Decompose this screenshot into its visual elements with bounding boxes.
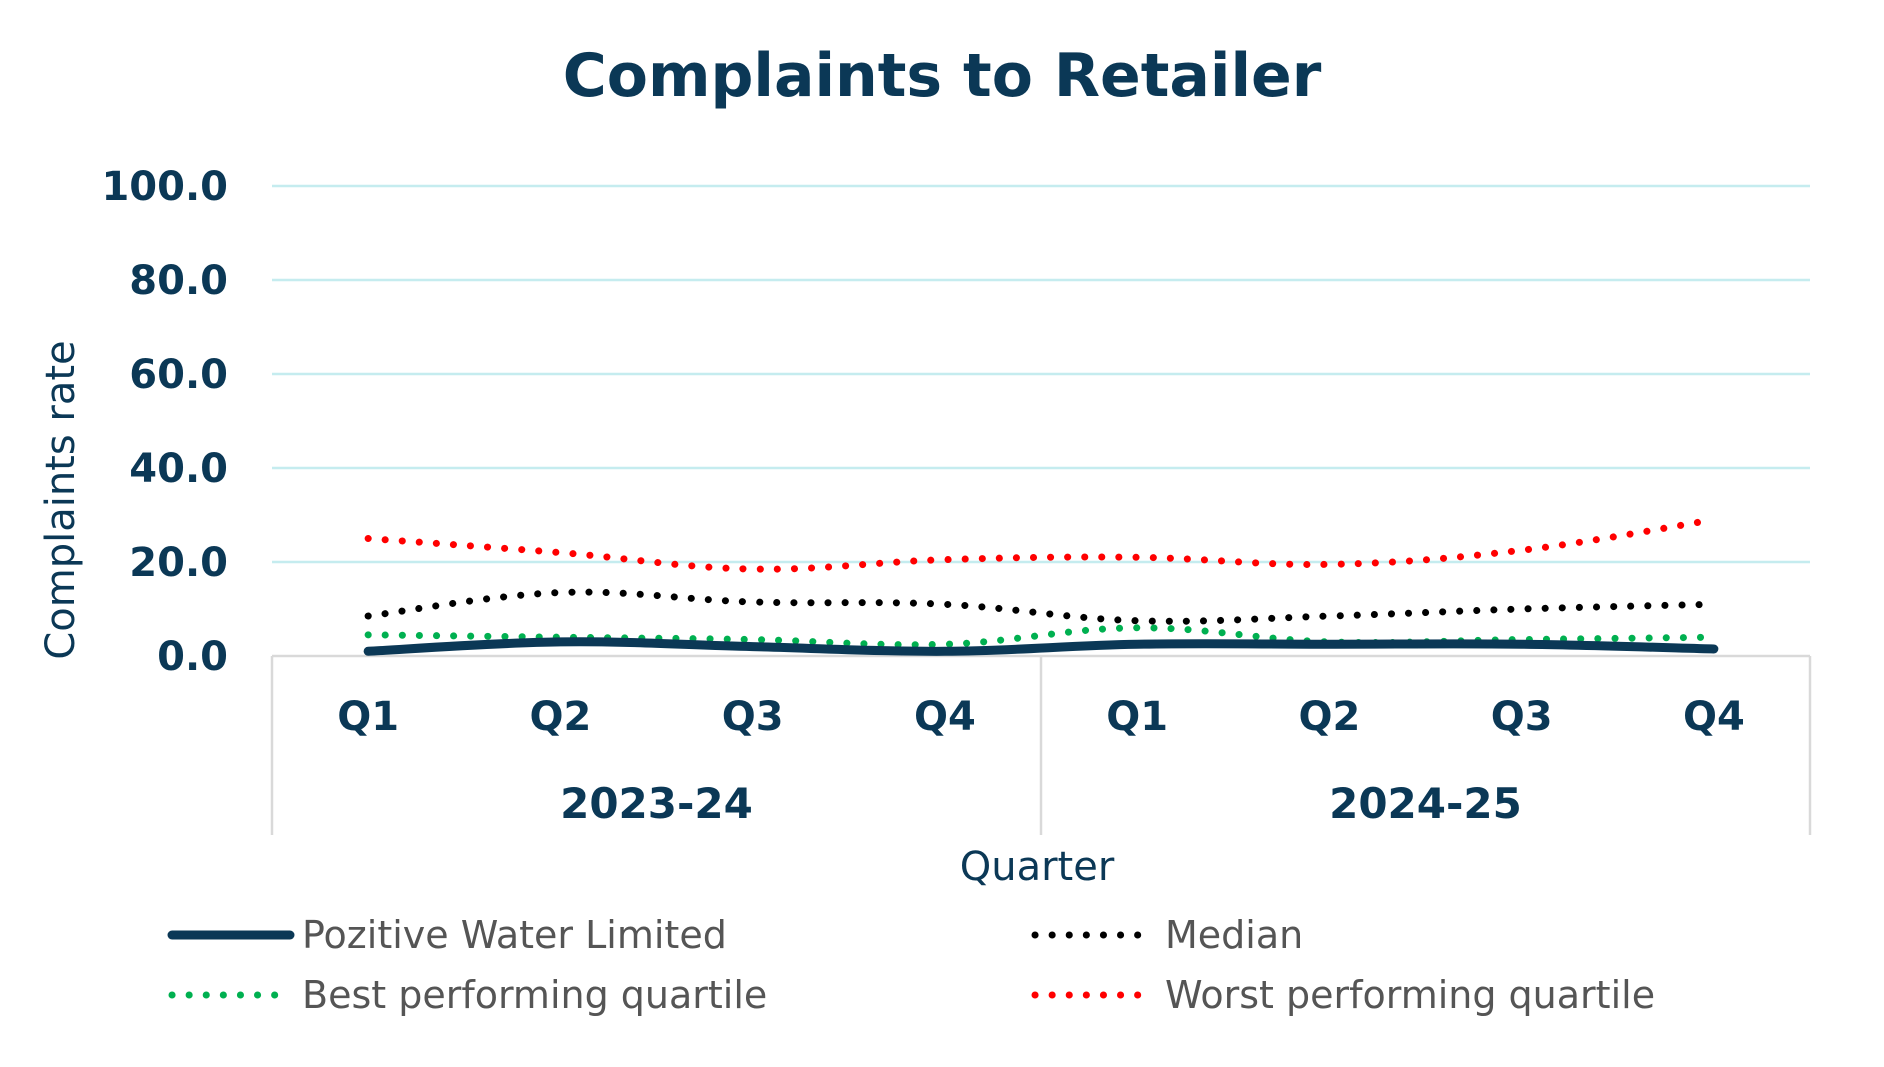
x-tick-label: Q3 — [1491, 694, 1553, 740]
x-tick-label: Q3 — [722, 694, 784, 740]
series-line-median — [364, 588, 1718, 625]
x-axis: Q1 Q2 Q3 Q4 Q1 Q2 Q3 Q4 2023-24 2024-25 — [270, 654, 1812, 835]
series-line-worst-performing-quartile — [364, 516, 1718, 573]
x-tick-label: Q1 — [1106, 694, 1168, 740]
x-axis-label: Quarter — [960, 844, 1115, 890]
x-tick-label: Q4 — [914, 694, 976, 740]
legend-item: Pozitive Water Limited — [167, 913, 727, 957]
y-tick-label: 20.0 — [129, 540, 228, 586]
x-tick-label: Q2 — [529, 694, 591, 740]
gridlines — [272, 184, 1810, 564]
y-tick-label: 100.0 — [101, 164, 228, 210]
x-group-label: 2023-24 — [560, 779, 753, 828]
x-group-label: 2024-25 — [1329, 779, 1522, 828]
y-tick-label: 40.0 — [129, 446, 228, 492]
y-tick-label: 0.0 — [157, 634, 228, 680]
legend: Pozitive Water Limited Median Best perform… — [167, 913, 1655, 1017]
y-axis-label: Complaints rate — [38, 340, 84, 659]
x-tick-label: Q2 — [1298, 694, 1360, 740]
legend-item: Median — [1031, 913, 1303, 957]
series-layer — [363, 516, 1719, 656]
legend-label: Median — [1165, 913, 1303, 957]
chart-title: Complaints to Retailer — [563, 41, 1322, 111]
x-tick-label: Q4 — [1683, 694, 1745, 740]
legend-item: Best performing quartile — [168, 973, 767, 1017]
legend-label: Best performing quartile — [302, 973, 767, 1017]
y-axis-ticks: 100.0 80.0 60.0 40.0 20.0 0.0 — [101, 164, 228, 680]
legend-item: Worst performing quartile — [1031, 973, 1655, 1017]
x-tick-label: Q1 — [337, 694, 399, 740]
legend-label: Pozitive Water Limited — [302, 913, 727, 957]
series-line-pozitive-water-limited — [363, 637, 1719, 656]
y-tick-label: 80.0 — [129, 258, 228, 304]
legend-label: Worst performing quartile — [1165, 973, 1655, 1017]
y-tick-label: 60.0 — [129, 352, 228, 398]
